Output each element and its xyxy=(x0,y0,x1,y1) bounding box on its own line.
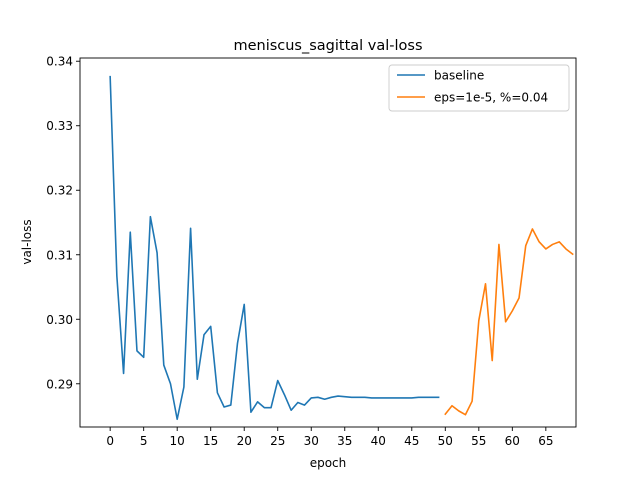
legend-box xyxy=(388,64,570,112)
y-tick-label: 0.32 xyxy=(46,184,73,198)
chart-title: meniscus_sagittal val-loss xyxy=(233,38,422,54)
y-tick-label: 0.30 xyxy=(46,313,73,327)
legend-label-1: eps=1e-5, %=0.04 xyxy=(434,91,548,105)
x-tick-label: 50 xyxy=(438,434,453,448)
series-line-1 xyxy=(444,228,574,416)
y-tick-label: 0.29 xyxy=(46,377,73,391)
axes-frame xyxy=(79,57,577,428)
x-tick-label: 65 xyxy=(538,434,553,448)
x-tick-label: 0 xyxy=(106,434,114,448)
x-tick-label: 5 xyxy=(140,434,148,448)
x-tick-label: 35 xyxy=(337,434,352,448)
x-tick-label: 15 xyxy=(203,434,218,448)
x-tick-label: 30 xyxy=(304,434,319,448)
y-tick-label: 0.34 xyxy=(46,55,73,69)
series-line-0 xyxy=(109,75,440,421)
plot-area: 0 5 10 15 20 25 30 35 40 45 50 55 60 65 0.29 0.30 0.31 0.… xyxy=(46,55,577,448)
legend-label-0: baseline xyxy=(434,69,484,83)
x-axis-label: epoch xyxy=(310,456,347,470)
y-axis-label: val-loss xyxy=(20,219,34,264)
y-tick-label: 0.31 xyxy=(46,248,73,262)
x-tick-label: 60 xyxy=(505,434,520,448)
x-tick-label: 20 xyxy=(237,434,252,448)
x-tick-label: 40 xyxy=(371,434,386,448)
x-tick-label: 45 xyxy=(404,434,419,448)
x-tick-label: 10 xyxy=(170,434,185,448)
x-tick-label: 55 xyxy=(471,434,486,448)
x-tick-label: 25 xyxy=(270,434,285,448)
y-tick-label: 0.33 xyxy=(46,119,73,133)
